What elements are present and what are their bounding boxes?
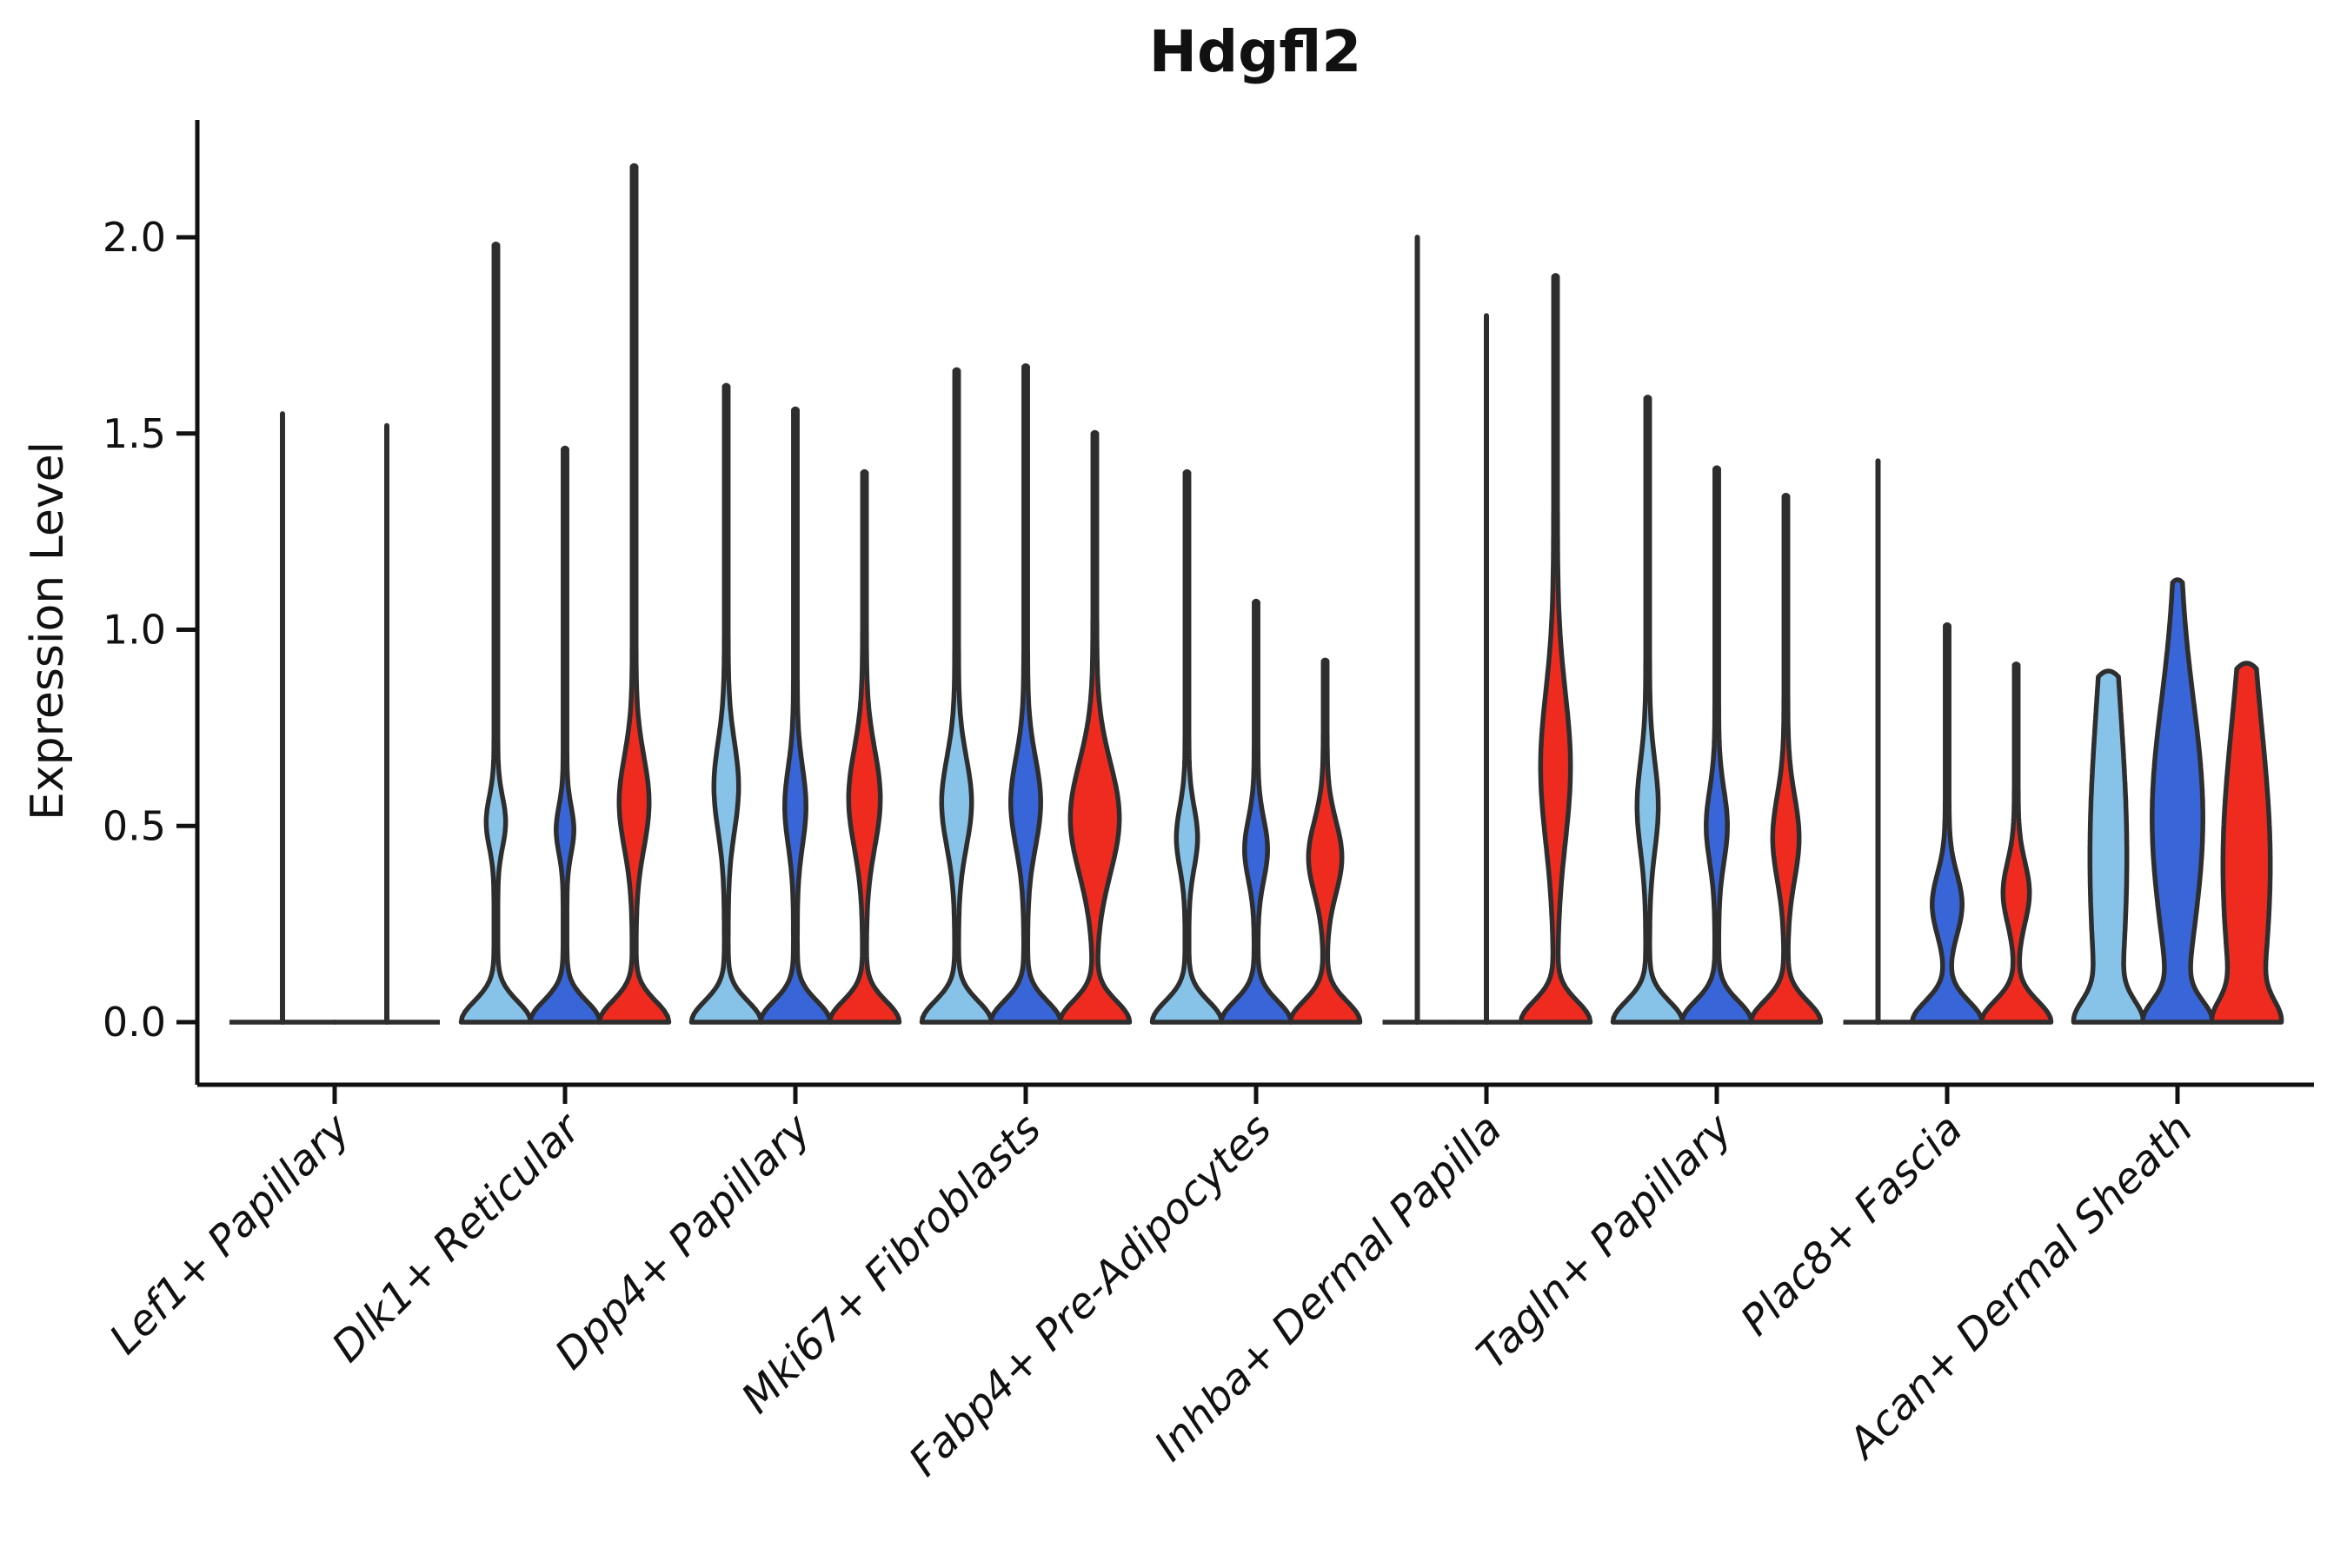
- violin-inhba-dermal-papilla-red: [1518, 273, 1593, 1025]
- violin-tagln-papillary-light_blue: [1610, 395, 1685, 1025]
- y-axis-label: Expression Level: [22, 442, 74, 821]
- violin-tagln-papillary-red: [1748, 493, 1824, 1025]
- violin-mki67-fibroblasts-light_blue: [919, 367, 994, 1025]
- x-tick-label-3: Dpp4+ Papillary: [546, 1104, 821, 1379]
- y-tick-label: 2.0: [103, 214, 166, 261]
- plot-title: Hdgfl2: [1149, 18, 1362, 85]
- violins-layer: [229, 163, 2284, 1025]
- y-tick-label: 1.0: [103, 607, 166, 654]
- x-tick-label-2: Dlk1+ Reticular: [322, 1103, 592, 1372]
- violin-tagln-papillary-royal_blue: [1679, 465, 1754, 1025]
- x-tick-label-8: Plac8+ Fascia: [1732, 1105, 1972, 1345]
- x-tick-label-5: Fabp4+ Pre-Adipocytes: [900, 1105, 1281, 1486]
- violin-dlk1-reticular-light_blue: [458, 242, 534, 1025]
- violin-fabp4-pre-adipocytes-royal_blue: [1219, 598, 1293, 1025]
- x-tick-label-1: Lef1+ Papillary: [100, 1104, 360, 1364]
- axes-layer: [176, 120, 2314, 1104]
- violin-plac8-fascia-royal_blue: [1910, 622, 1985, 1025]
- y-tick-label: 0.0: [103, 999, 166, 1046]
- y-tick-label: 0.5: [103, 802, 166, 849]
- violin-dlk1-reticular-red: [596, 163, 672, 1025]
- violin-acan-dermal-sheath-royal_blue: [2140, 577, 2215, 1025]
- x-tick-label-7: Tagln+ Papillary: [1467, 1104, 1742, 1379]
- violin-mki67-fibroblasts-red: [1057, 429, 1133, 1025]
- violin-mki67-fibroblasts-royal_blue: [988, 363, 1063, 1025]
- violin-plac8-fascia-red: [1978, 661, 2054, 1025]
- violin-dpp4-papillary-red: [827, 468, 902, 1025]
- y-tick-label: 1.5: [103, 410, 166, 457]
- violin-acan-dermal-sheath-light_blue: [2071, 668, 2146, 1025]
- y-tick-labels-layer: 0.0 0.5 1.0 1.5 2.0: [103, 214, 166, 1046]
- violin-dpp4-papillary-light_blue: [688, 382, 764, 1025]
- violin-dlk1-reticular-royal_blue: [528, 445, 602, 1025]
- violin-fabp4-pre-adipocytes-light_blue: [1149, 468, 1225, 1025]
- violin-acan-dermal-sheath-red: [2209, 661, 2284, 1025]
- violin-fabp4-pre-adipocytes-red: [1287, 657, 1363, 1025]
- violin-dpp4-papillary-royal_blue: [758, 406, 833, 1025]
